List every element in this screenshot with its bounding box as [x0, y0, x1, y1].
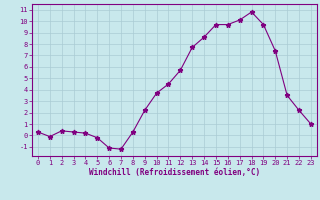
- X-axis label: Windchill (Refroidissement éolien,°C): Windchill (Refroidissement éolien,°C): [89, 168, 260, 177]
